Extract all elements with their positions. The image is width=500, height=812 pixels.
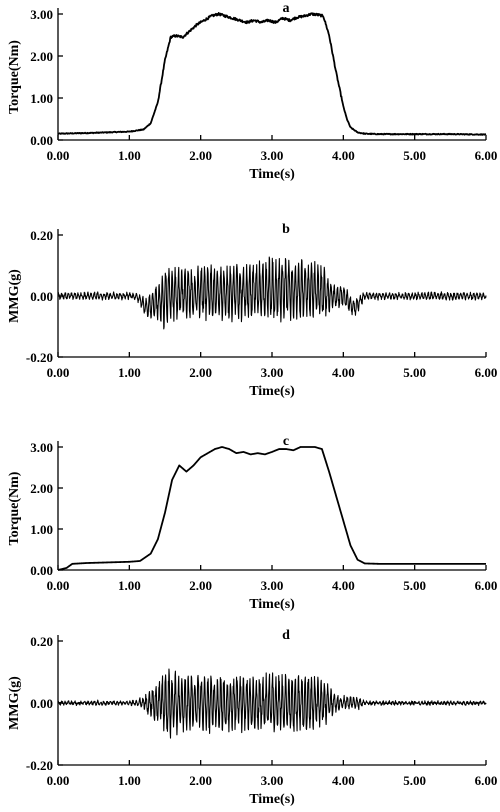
x-tick-label: 4.00 bbox=[332, 578, 355, 593]
y-axis-label: MMG(g) bbox=[7, 269, 22, 323]
y-tick-label: 2.00 bbox=[30, 49, 53, 64]
x-tick-label: 2.00 bbox=[189, 148, 212, 163]
y-tick-label: 0.20 bbox=[30, 634, 53, 649]
panel-b: 0.00 1.00 2.00 3.00 4.00 5.00 6.000.200.00-0.2… bbox=[7, 222, 497, 399]
x-tick-label: 2.00 bbox=[189, 773, 212, 788]
x-tick-label: 1.00 bbox=[118, 773, 141, 788]
x-tick-label: 5.00 bbox=[403, 365, 426, 380]
x-tick-label: 6.00 bbox=[475, 578, 498, 593]
panel-title: d bbox=[282, 628, 290, 643]
x-tick-label: 1.00 bbox=[118, 148, 141, 163]
panel-c: 0.00 1.00 2.00 3.00 4.00 5.00 6.00 0.00 1.00 2.00… bbox=[7, 434, 497, 612]
x-tick-label: 0.00 bbox=[47, 773, 70, 788]
panel-title: c bbox=[283, 434, 289, 449]
y-tick-label: 0.00 bbox=[30, 133, 53, 148]
x-axis-label: Time(s) bbox=[249, 384, 295, 399]
x-tick-label: 4.00 bbox=[332, 773, 355, 788]
x-tick-label: 2.00 bbox=[189, 578, 212, 593]
y-tick-label: -0.20 bbox=[26, 758, 53, 773]
x-tick-label: 3.00 bbox=[261, 578, 284, 593]
x-tick-label: 1.00 bbox=[118, 365, 141, 380]
y-axis-label: Torque(Nm) bbox=[7, 471, 22, 545]
x-tick-label: 6.00 bbox=[475, 365, 498, 380]
y-tick-label: 3.00 bbox=[30, 7, 53, 22]
y-tick-label: -0.20 bbox=[26, 350, 53, 365]
mmg-series-line bbox=[57, 256, 487, 330]
x-tick-label: 0.00 bbox=[47, 365, 70, 380]
y-tick-label: 0.00 bbox=[30, 289, 53, 304]
panel-d: 0.00 1.00 2.00 3.00 4.00 5.00 6.000.200.00-0.2… bbox=[7, 628, 497, 807]
torque-series-line bbox=[57, 446, 487, 571]
y-tick-label: 0.20 bbox=[30, 228, 53, 243]
x-tick-label: 6.00 bbox=[475, 773, 498, 788]
y-tick-label: 3.00 bbox=[30, 440, 53, 455]
y-tick-label: 1.00 bbox=[30, 91, 53, 106]
x-tick-label: 5.00 bbox=[403, 578, 426, 593]
x-tick-label: 0.00 bbox=[47, 148, 70, 163]
y-axis-label: MMG(g) bbox=[7, 676, 22, 730]
panel-title: a bbox=[283, 1, 290, 16]
y-tick-label: 1.00 bbox=[30, 522, 53, 537]
x-axis-label: Time(s) bbox=[249, 597, 295, 612]
x-tick-label: 6.00 bbox=[475, 148, 498, 163]
x-tick-label: 5.00 bbox=[403, 773, 426, 788]
x-tick-label: 4.00 bbox=[332, 148, 355, 163]
x-tick-label: 1.00 bbox=[118, 578, 141, 593]
x-axis-label: Time(s) bbox=[249, 792, 295, 807]
x-tick-label: 5.00 bbox=[403, 148, 426, 163]
x-tick-label: 3.00 bbox=[261, 148, 284, 163]
x-tick-label: 3.00 bbox=[261, 773, 284, 788]
y-tick-label: 2.00 bbox=[30, 481, 53, 496]
y-axis-label: Torque(Nm) bbox=[7, 40, 22, 114]
panel-title: b bbox=[282, 222, 290, 237]
mmg-series-line bbox=[57, 668, 487, 739]
x-tick-label: 0.00 bbox=[47, 578, 70, 593]
x-axis-label: Time(s) bbox=[249, 167, 295, 182]
x-tick-label: 3.00 bbox=[261, 365, 284, 380]
y-tick-label: 0.00 bbox=[30, 696, 53, 711]
x-tick-label: 4.00 bbox=[332, 365, 355, 380]
torque-series-line bbox=[57, 12, 487, 136]
x-tick-label: 2.00 bbox=[189, 365, 212, 380]
y-tick-label: 0.00 bbox=[30, 563, 53, 578]
panel-a: 0.00 1.00 2.00 3.00 4.00 5.00 6.00 0.00 1.00 2.00… bbox=[7, 1, 497, 182]
